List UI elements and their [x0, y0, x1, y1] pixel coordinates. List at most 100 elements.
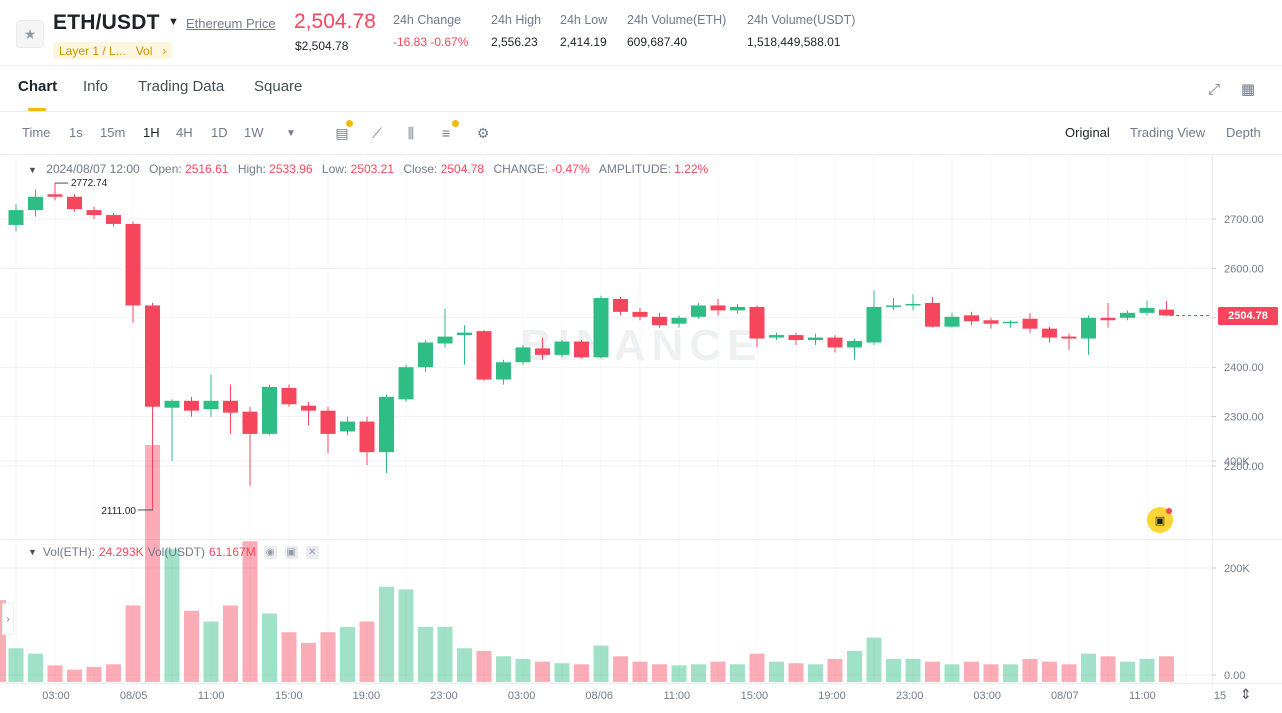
candlestick-type-icon[interactable]: ⫼ — [407, 124, 415, 141]
view-original[interactable]: Original — [1065, 125, 1110, 140]
calendar-badge — [346, 120, 353, 127]
candle — [671, 315, 687, 328]
candle-body — [1061, 336, 1077, 339]
candle — [1042, 326, 1057, 343]
volume-bar — [1139, 658, 1155, 682]
tab-trading-data[interactable]: Trading Data — [138, 78, 225, 95]
x-tick-label: 15:00 — [275, 690, 303, 702]
tag-more-chevron-icon[interactable]: › — [162, 43, 167, 58]
volume-settings-icon[interactable]: ▣ — [284, 545, 298, 559]
candle — [574, 340, 589, 359]
view-trading-view[interactable]: Trading View — [1130, 125, 1206, 140]
interval-1s[interactable]: 1s — [69, 125, 83, 140]
tab-chart[interactable]: Chart — [18, 78, 58, 95]
hide-eye-icon[interactable]: ◉ — [263, 545, 277, 559]
x-tick-label: 11:00 — [1129, 690, 1156, 702]
last-price: 2,504.78 — [294, 10, 376, 33]
candle — [8, 204, 24, 232]
ethereum-price-link[interactable]: Ethereum Price — [186, 16, 276, 31]
candlestick-chart[interactable]: BINANCE 2700.002600.002500.002400.002300… — [0, 155, 1282, 713]
tab-square[interactable]: Square — [254, 78, 303, 95]
drawing-tools-icon[interactable]: ≡ — [441, 125, 451, 141]
floating-assistant-button[interactable]: ▣ — [1147, 507, 1173, 533]
stat-label: 24h Volume(ETH) — [627, 13, 727, 27]
collapse-caret-icon[interactable]: ▼ — [28, 165, 37, 175]
volume-bar — [418, 626, 433, 682]
candle — [1003, 320, 1018, 328]
pair-dropdown-caret-icon[interactable]: ▼ — [168, 16, 179, 28]
candle — [145, 302, 160, 510]
volume-bar — [437, 626, 453, 682]
candle — [301, 401, 316, 426]
calendar-icon[interactable]: ▤ — [335, 124, 349, 141]
volume-bar — [145, 444, 160, 682]
volume-bar — [476, 650, 492, 682]
candle — [535, 337, 550, 360]
stat-value: 2,414.19 — [560, 35, 607, 49]
candle-body — [67, 196, 82, 210]
star-icon: ★ — [23, 25, 37, 42]
candle — [457, 325, 472, 365]
volume-bar — [847, 650, 862, 682]
view-depth[interactable]: Depth — [1226, 125, 1261, 140]
candle — [1081, 315, 1096, 355]
pair-tags[interactable]: Layer 1 / L... Vol › — [53, 42, 173, 59]
volume-bar — [28, 653, 43, 682]
volume-bar — [632, 661, 648, 682]
x-tick-label: 19:00 — [353, 690, 381, 702]
indicator-chart-icon[interactable]: ⟋ — [372, 124, 382, 141]
volume-bar — [164, 549, 180, 682]
extreme-annotations: 2772.74 2111.00 — [55, 178, 1212, 517]
volume-bar — [8, 648, 24, 682]
remove-close-icon[interactable]: ✕ — [305, 545, 319, 559]
expand-icon[interactable]: ⤢ — [1207, 80, 1220, 98]
interval-4h[interactable]: 4H — [176, 125, 193, 140]
candle-body — [788, 335, 804, 341]
low-annotation-label: 2111.00 — [101, 506, 136, 517]
pair-name[interactable]: ETH/USDT — [53, 11, 160, 34]
volume-bar — [1159, 656, 1174, 682]
candle — [983, 317, 999, 329]
chart-toolbar: Time 1s 15m 1H 4H 1D 1W ▼ ▤ ⟋ ⫼ ≡ ⚙ Orig… — [0, 112, 1282, 155]
candle-body — [1081, 317, 1096, 339]
drawing-tools-badge — [452, 120, 459, 127]
candles-layer — [8, 183, 1174, 510]
volume-bar — [925, 661, 940, 682]
stat-label: 24h Change — [393, 13, 462, 27]
favorite-star-button[interactable]: ★ — [16, 20, 44, 48]
stat-value: 1,518,449,588.01 — [747, 35, 841, 49]
axis-scale-icon[interactable]: ⇕ — [1240, 686, 1252, 702]
x-tick-label: 08/07 — [1051, 690, 1079, 702]
candle-body — [1100, 317, 1116, 321]
tag-vol[interactable]: Vol — [135, 43, 153, 58]
candle-body — [652, 316, 667, 326]
interval-15m[interactable]: 15m — [100, 125, 126, 140]
candle — [652, 312, 667, 328]
layout-grid-icon[interactable]: ▦ — [1240, 81, 1256, 98]
settings-gear-icon[interactable]: ⚙ — [476, 124, 490, 141]
stat-value: -16.83 -0.67% — [393, 35, 469, 49]
candle-body — [476, 331, 492, 380]
low-value: 2503.21 — [350, 162, 394, 176]
interval-1h[interactable]: 1H — [143, 125, 160, 140]
interval-1d[interactable]: 1D — [211, 125, 228, 140]
volume-bar — [827, 658, 843, 682]
candle-body — [47, 194, 63, 197]
candle-body — [983, 320, 999, 324]
volume-bar — [652, 664, 667, 682]
candle — [125, 221, 141, 323]
candle-body — [769, 335, 784, 338]
candle — [223, 384, 238, 434]
candle-body — [86, 210, 102, 216]
tab-info[interactable]: Info — [83, 78, 109, 95]
interval-time[interactable]: Time — [22, 125, 51, 140]
tag-layer1[interactable]: Layer 1 / L... — [59, 43, 126, 58]
candle-body — [1003, 321, 1018, 324]
candle-body — [262, 386, 277, 434]
volume-bar — [320, 632, 336, 682]
left-panel-handle-chevron-icon[interactable]: › — [2, 603, 14, 635]
more-intervals-caret-icon[interactable]: ▼ — [286, 127, 296, 139]
candle — [496, 359, 511, 385]
interval-1w[interactable]: 1W — [244, 125, 264, 140]
volume-collapse-caret-icon[interactable]: ▼ — [28, 547, 37, 557]
